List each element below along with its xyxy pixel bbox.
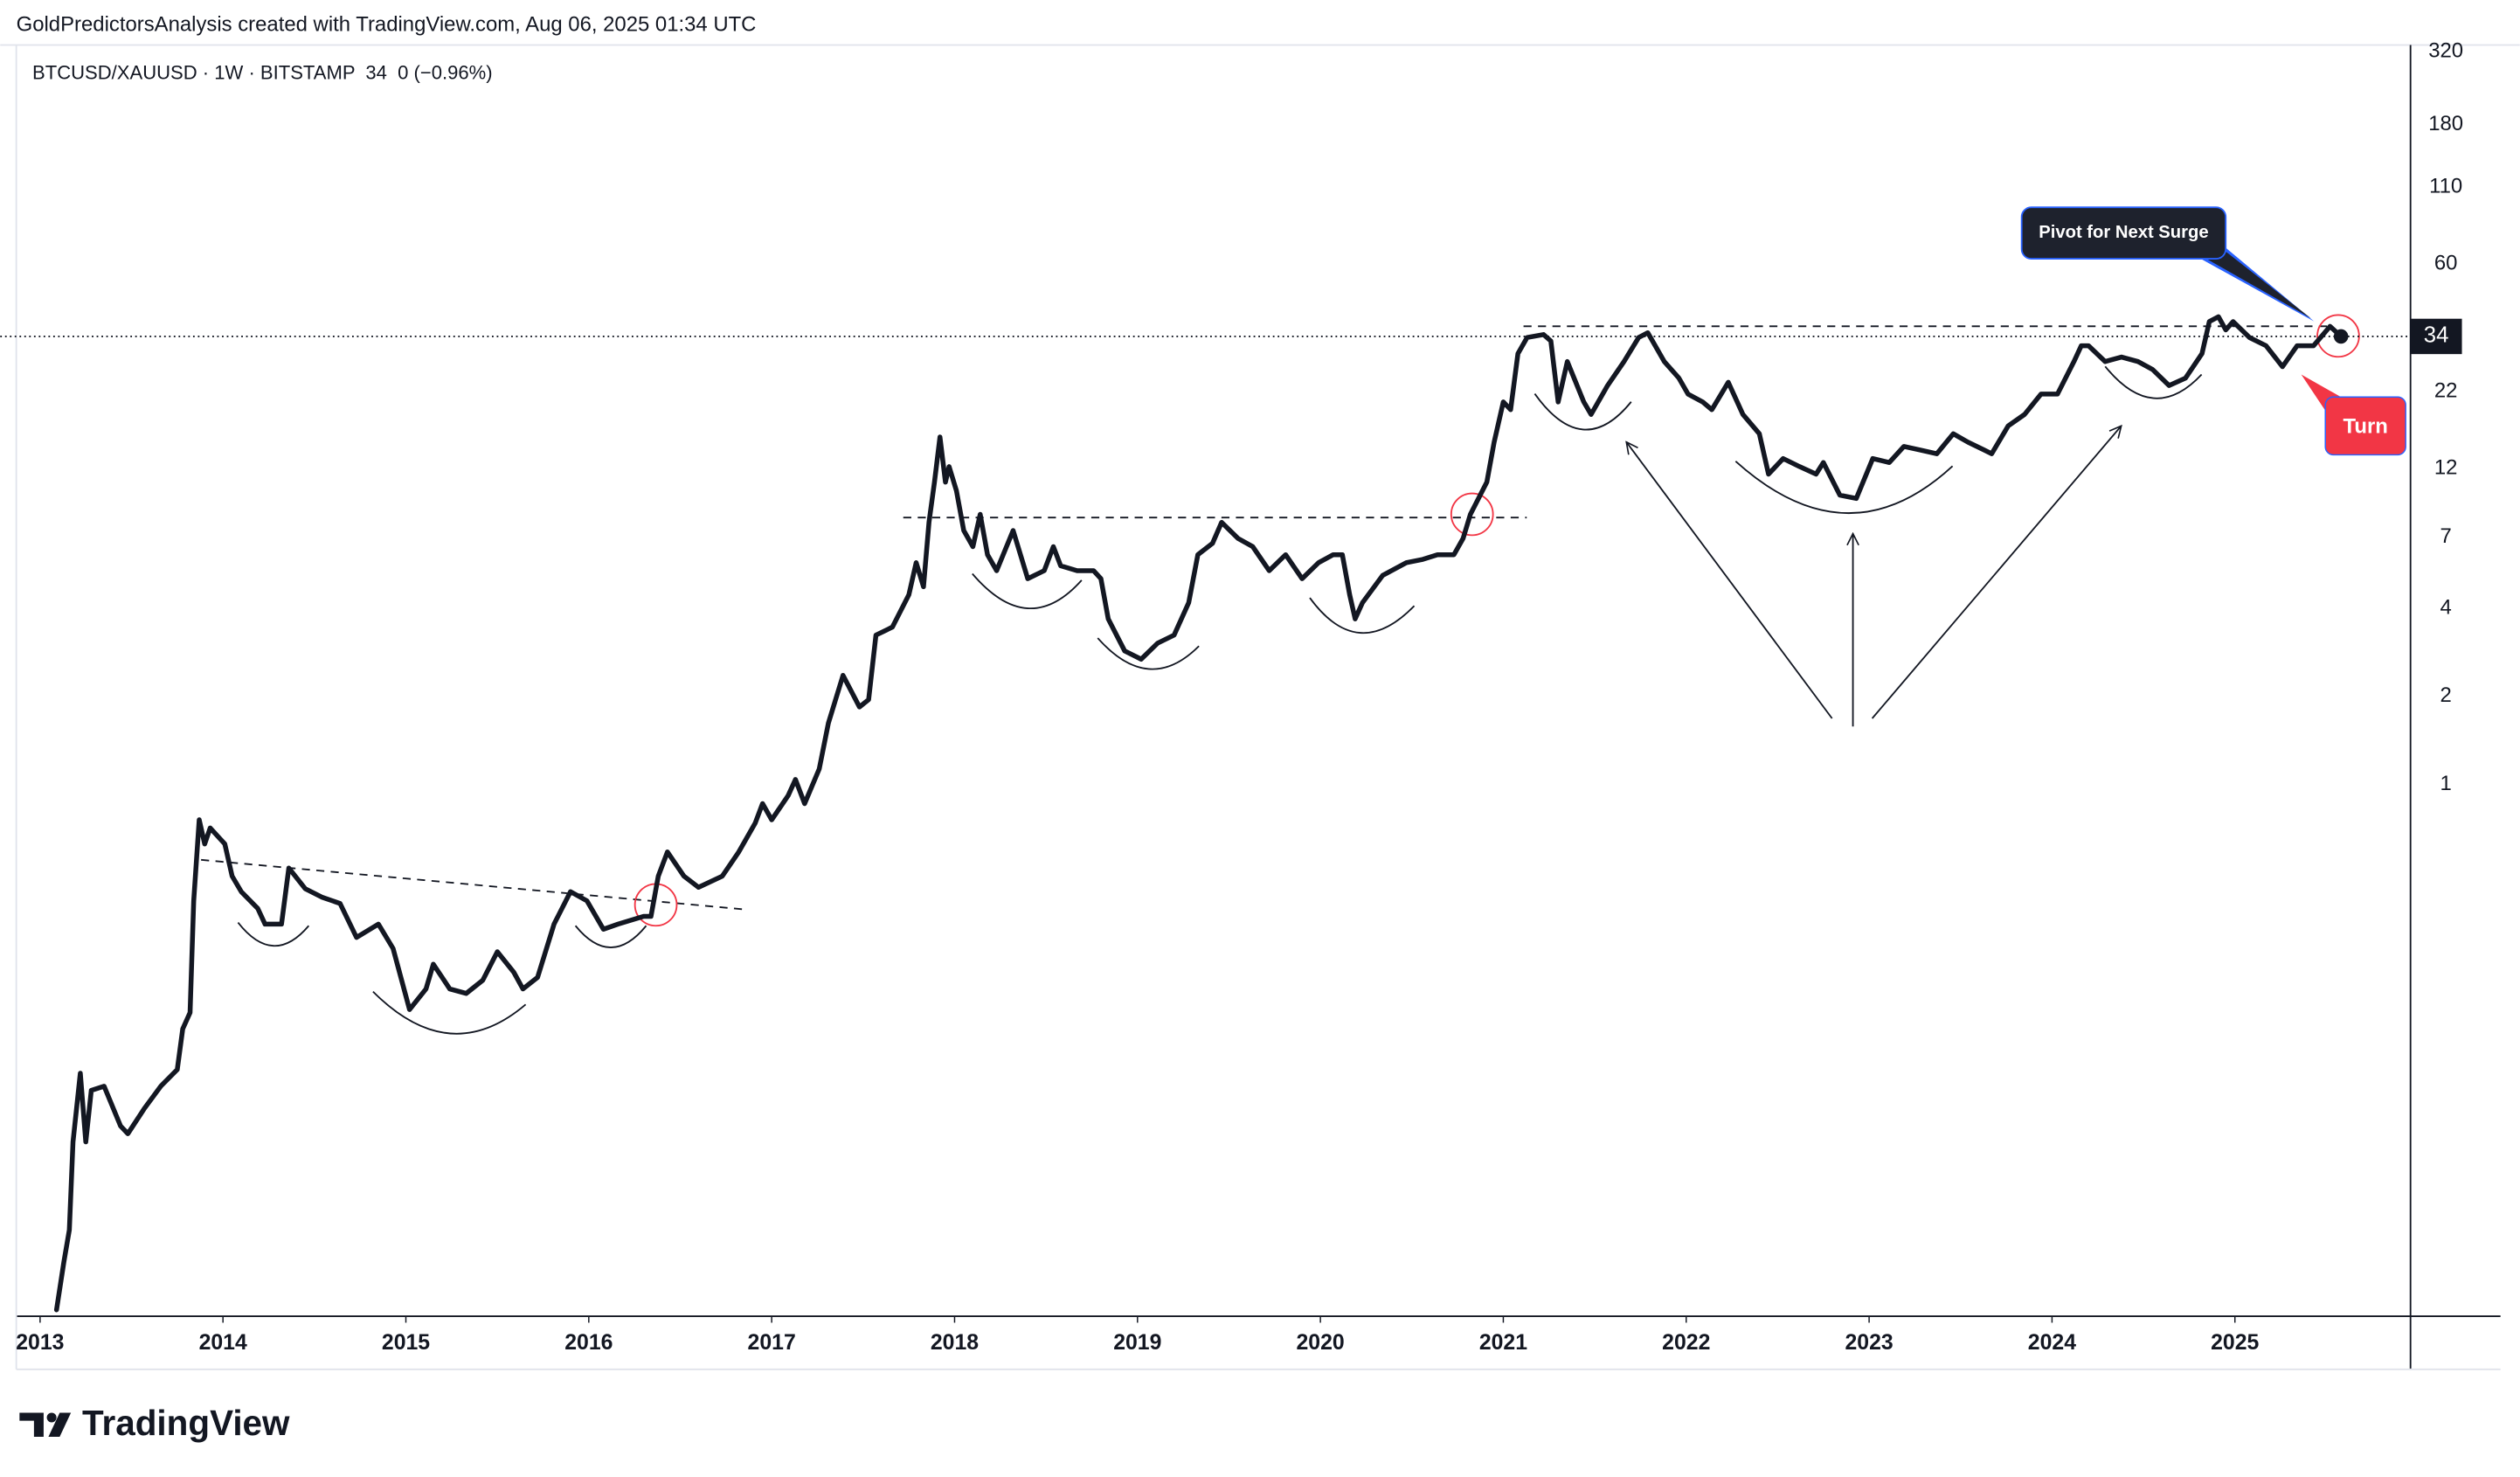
cup-arc — [1533, 393, 1632, 431]
drawings — [201, 314, 2360, 1035]
credit: GoldPredictorsAnalysis created with Trad… — [17, 13, 757, 37]
x-tick-label: 2016 — [564, 1331, 613, 1355]
y-tick-label: 7 — [2440, 524, 2452, 548]
x-tick-label: 2020 — [1297, 1331, 1345, 1355]
callout-pointer — [2195, 242, 2311, 319]
callout-box — [2324, 396, 2406, 456]
callout-text: Turn — [2343, 414, 2388, 438]
cup-arc — [1309, 597, 1416, 634]
x-tick-label: 2014 — [199, 1331, 247, 1355]
cup-arc — [972, 572, 1083, 610]
price-tag-label: 34 — [2424, 323, 2449, 348]
x-tick-label: 2024 — [2028, 1331, 2076, 1355]
y-tick-label: 180 — [2428, 112, 2463, 135]
highlight-circle — [1450, 492, 1494, 537]
x-tick-label: 2022 — [1662, 1331, 1710, 1355]
y-tick-label: 320 — [2428, 38, 2463, 62]
y-tick-label: 4 — [2440, 595, 2452, 619]
y-tick-label: 12 — [2434, 456, 2458, 480]
cup-arc — [1097, 637, 1200, 670]
y-tick-label: 60 — [2434, 252, 2458, 275]
x-tick-label: 2017 — [748, 1331, 796, 1355]
callout-text: Pivot for Next Surge — [2039, 223, 2208, 242]
y-tick-label: 2 — [2440, 683, 2452, 707]
cup-arc — [574, 925, 647, 948]
logo-icon — [19, 1412, 72, 1438]
trendline — [201, 858, 748, 911]
y-tick-label: 1 — [2440, 772, 2452, 795]
x-tick-label: 2025 — [2211, 1331, 2259, 1355]
x-tick-label: 2019 — [1113, 1331, 1161, 1355]
callout-box — [2020, 206, 2227, 260]
y-tick-label: 22 — [2434, 379, 2458, 403]
cup-arc — [237, 921, 310, 947]
arrow — [1871, 426, 2122, 719]
cup-arc — [2104, 365, 2203, 399]
cup-arc — [372, 990, 527, 1035]
y-tick-label: 110 — [2429, 175, 2462, 198]
x-tick-label: 2015 — [382, 1331, 430, 1355]
x-tick-label: 2013 — [16, 1331, 64, 1355]
x-tick-label: 2023 — [1845, 1331, 1893, 1355]
symbol-info: BTCUSD/XAUUSD · 1W · BITSTAMP 34 0 (−0.9… — [32, 61, 493, 83]
watermark: TradingView — [82, 1403, 290, 1443]
x-tick-label: 2018 — [931, 1331, 979, 1355]
arrow — [1626, 442, 1833, 719]
x-tick-label: 2021 — [1479, 1331, 1527, 1355]
last-price-dot — [2333, 329, 2349, 344]
cup-arc — [1734, 461, 1954, 515]
price-tag — [2410, 318, 2462, 355]
price-line — [53, 314, 2343, 1313]
